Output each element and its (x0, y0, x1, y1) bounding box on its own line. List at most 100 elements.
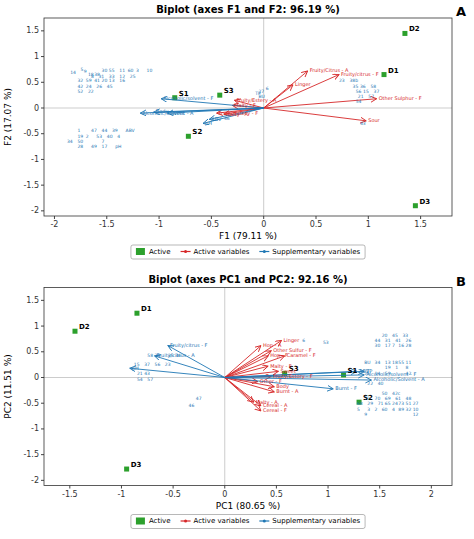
variable-label: Body (156, 108, 169, 115)
legend-label: Active variables (194, 517, 250, 525)
point-label: S3 (224, 87, 234, 95)
legend-swatch (136, 518, 145, 525)
y-tick-label: 0.5 (26, 78, 39, 87)
sample-label: 4 (117, 134, 120, 139)
sample-label: 10 (147, 68, 153, 73)
variable-label: Malty - F (234, 102, 256, 109)
sample-label: BU (364, 360, 370, 365)
active-point (72, 329, 77, 334)
x-tick-label: -1 (155, 220, 163, 229)
y-tick (41, 351, 44, 352)
sample-label: 25 (130, 74, 136, 79)
y-tick-label: -0.5 (23, 399, 39, 408)
point-label: D2 (79, 323, 90, 331)
y-tick-label: -1.5 (23, 450, 39, 459)
variable-label: Fruity/citrus - F (170, 342, 208, 349)
sample-label: 14 (70, 70, 76, 75)
panel-label: A (456, 4, 466, 19)
sample-label: 57 (368, 94, 374, 99)
y-tick (41, 300, 44, 301)
y-tick (41, 82, 44, 83)
point-label: D3 (131, 461, 142, 469)
labels: D1D2D3S1S2S3Fruity/Citrus - AFruity/citr… (67, 25, 430, 205)
sample-label: 3 (136, 68, 139, 73)
legend-swatch (181, 520, 191, 521)
sample-label: 21 (137, 371, 143, 376)
active-point (124, 467, 129, 472)
sample-label: 2 (86, 134, 89, 139)
sample-label: 23 (165, 362, 171, 367)
sample-label: 30 (375, 343, 381, 348)
y-tick-label: 0.5 (26, 347, 39, 356)
y-tick (41, 377, 44, 378)
sample-label: 6 (266, 86, 269, 91)
sample-label: 49 (91, 144, 97, 149)
marks (44, 18, 452, 216)
sample-label: 22 (88, 89, 94, 94)
sample-label: 35 (168, 353, 174, 358)
sample-label: pH (115, 144, 121, 149)
x-tick (69, 486, 70, 489)
x-tick-label: 1.5 (414, 220, 427, 229)
plot-frame (44, 288, 452, 486)
point-label: D2 (409, 25, 420, 33)
sample-label: 46 (189, 403, 195, 408)
y-tick (41, 133, 44, 134)
active-point (402, 31, 407, 36)
x-tick (211, 216, 212, 219)
variable-label: Hop - F (270, 352, 288, 359)
y-tick-label: 1 (34, 52, 39, 61)
sample-label: 43 (144, 371, 150, 376)
legend-label: Active variables (194, 248, 250, 256)
x-axis-label: F1 (79.11 %) (219, 231, 277, 241)
sample-label: 40 (378, 381, 384, 386)
legend-swatch (263, 520, 266, 523)
y-tick (41, 210, 44, 211)
sample-label: 32 (406, 407, 412, 412)
legend-swatch (259, 251, 269, 252)
y-tick (41, 428, 44, 429)
sample-label: 57 (147, 377, 153, 382)
active-point (217, 93, 222, 98)
variable-label: Sour (368, 117, 380, 123)
variable-arrow (225, 351, 271, 378)
active-point (382, 72, 387, 77)
sample-label: 9 (84, 69, 87, 74)
x-tick (106, 216, 107, 219)
legend-frame (131, 245, 365, 259)
sample-label: 60 (128, 68, 134, 73)
variable-arrow (225, 378, 261, 411)
sample-label: 54 (137, 377, 143, 382)
y-tick (41, 159, 44, 160)
variable-arrow (203, 108, 264, 123)
legend-frame (131, 515, 365, 529)
plot-background (44, 288, 452, 486)
legend-swatch (136, 248, 145, 255)
sample-label: 1 (395, 365, 398, 370)
x-tick (276, 486, 277, 489)
x-tick-label: 1 (326, 490, 331, 499)
active-point (413, 203, 418, 208)
sample-label: BU (258, 94, 264, 99)
y-axis-label: PC2 (11.51 %) (3, 354, 13, 419)
x-tick (368, 216, 369, 219)
variable-label: Linger (295, 81, 312, 88)
active-point (134, 311, 139, 316)
sample-label: 16 (119, 78, 125, 83)
sample-label: 34 (67, 139, 73, 144)
labels: D1D2D3S1S2S3LingerHop - AOther Sulfur - … (79, 305, 425, 469)
point-label: D1 (141, 305, 152, 313)
y-tick (41, 454, 44, 455)
plot-frame (44, 18, 452, 216)
sample-label: 28 (406, 343, 412, 348)
legend-swatch (184, 250, 187, 253)
x-tick (263, 216, 264, 219)
sample-label: ABV (126, 128, 136, 133)
point-label: D3 (419, 198, 430, 206)
y-tick (41, 108, 44, 109)
sample-label: 5 (357, 407, 360, 412)
y-tick (41, 480, 44, 481)
variable-label: pH (205, 120, 212, 127)
x-tick-label: 0 (222, 490, 227, 499)
y-tick-label: 0 (34, 104, 39, 113)
